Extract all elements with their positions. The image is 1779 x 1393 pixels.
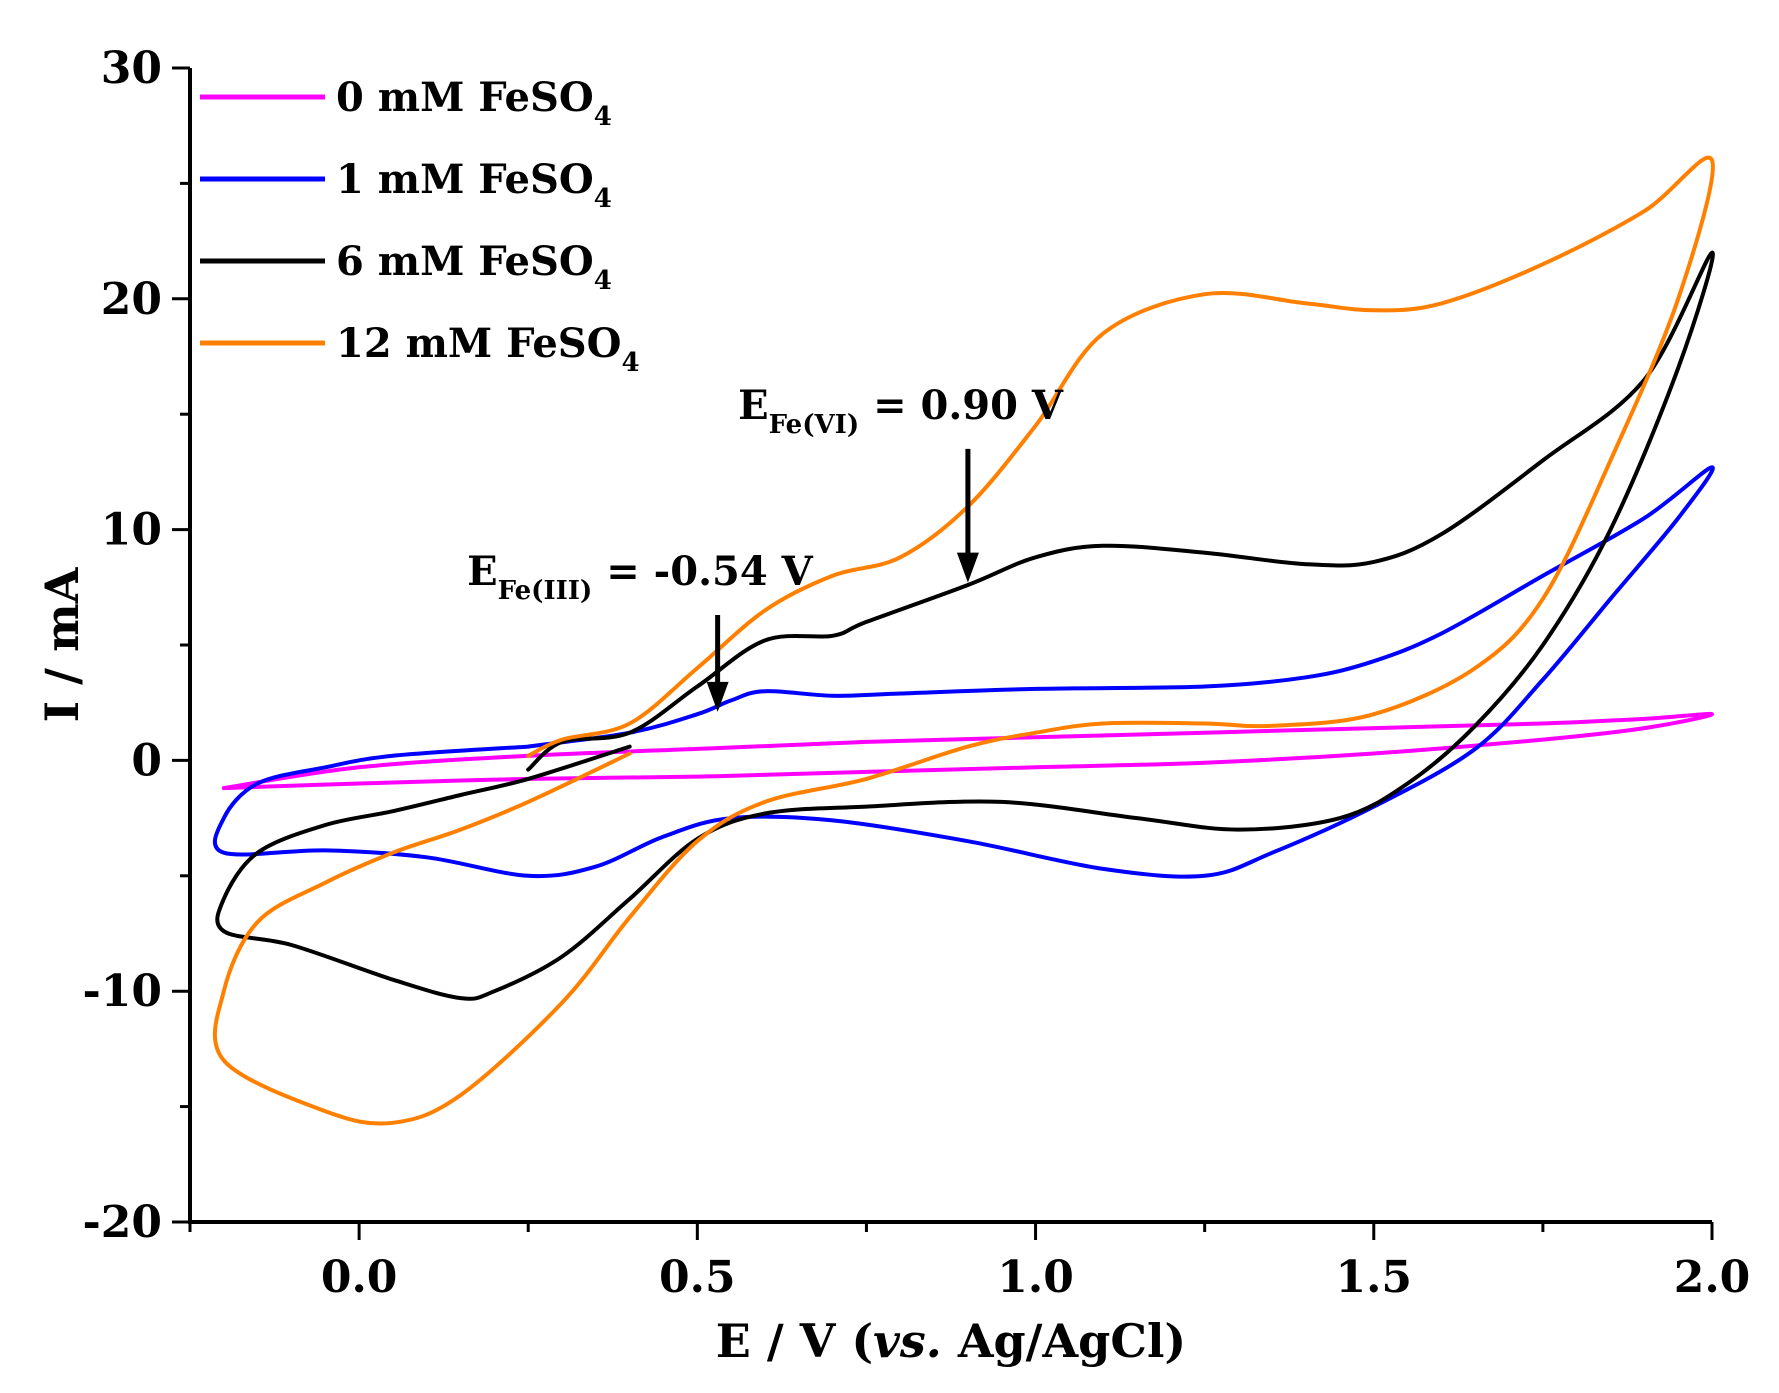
annotation-arrow-head <box>956 552 979 583</box>
y-axis-title: I / mA <box>35 566 89 722</box>
x-tick-label: 1.0 <box>997 1252 1074 1303</box>
annotation-label: EFe(III) = -0.54 V <box>467 548 813 606</box>
legend-label: 1 mM FeSO4 <box>336 156 612 214</box>
y-tick-label: 20 <box>101 274 162 325</box>
x-axis-title: E / V (vs. Ag/AgCl) <box>716 1314 1186 1368</box>
x-axis-title-italic: vs. <box>873 1314 942 1368</box>
y-tick-label: -10 <box>83 966 163 1017</box>
y-tick-label: 10 <box>101 505 162 556</box>
x-axis-title-post: Ag/AgCl) <box>942 1314 1186 1368</box>
annotation-label-sub: Fe(VI) <box>769 410 860 440</box>
y-tick-label: 30 <box>101 43 162 94</box>
legend-label-main: 12 mM FeSO <box>336 320 622 367</box>
annotation-label-sub: Fe(III) <box>498 576 593 606</box>
legend-label-sub: 4 <box>622 348 640 378</box>
legend-label-sub: 4 <box>594 102 612 132</box>
legend-label-sub: 4 <box>594 266 612 296</box>
tick-marks: 0.0 0.5 1.0 1.5 2.0 -20 -10 0 10 20 30 <box>83 43 1751 1303</box>
x-tick-label: 1.5 <box>1335 1252 1412 1303</box>
annotation-label-main: E <box>738 382 769 429</box>
series-line-0 <box>221 711 1714 791</box>
annotation-arrow-head <box>706 681 729 712</box>
x-tick-label: 0.0 <box>321 1252 398 1303</box>
series-lines <box>212 155 1715 1126</box>
annotation-label-post: = -0.54 V <box>592 548 813 595</box>
x-tick-label: 2.0 <box>1674 1252 1751 1303</box>
series-line-3 <box>213 155 1715 1126</box>
legend-label-sub: 4 <box>594 184 612 214</box>
y-tick-label: 0 <box>131 735 162 786</box>
legend-label-main: 6 mM FeSO <box>336 238 594 285</box>
annotation-label-main: E <box>467 548 498 595</box>
x-axis-title-pre: E / V ( <box>716 1314 873 1368</box>
annotation-label-post: = 0.90 V <box>859 382 1064 429</box>
y-tick-label: -20 <box>83 1197 163 1248</box>
series-line-2 <box>215 250 1715 1001</box>
x-tick-label: 0.5 <box>659 1252 736 1303</box>
annotation-label: EFe(VI) = 0.90 V <box>738 382 1064 440</box>
legend-label-main: 1 mM FeSO <box>336 156 594 203</box>
legend-label: 6 mM FeSO4 <box>336 238 612 296</box>
legend-label-main: 0 mM FeSO <box>336 74 594 121</box>
legend-label: 12 mM FeSO4 <box>336 320 640 378</box>
series-line-1 <box>212 465 1715 879</box>
legend-label: 0 mM FeSO4 <box>336 74 612 132</box>
